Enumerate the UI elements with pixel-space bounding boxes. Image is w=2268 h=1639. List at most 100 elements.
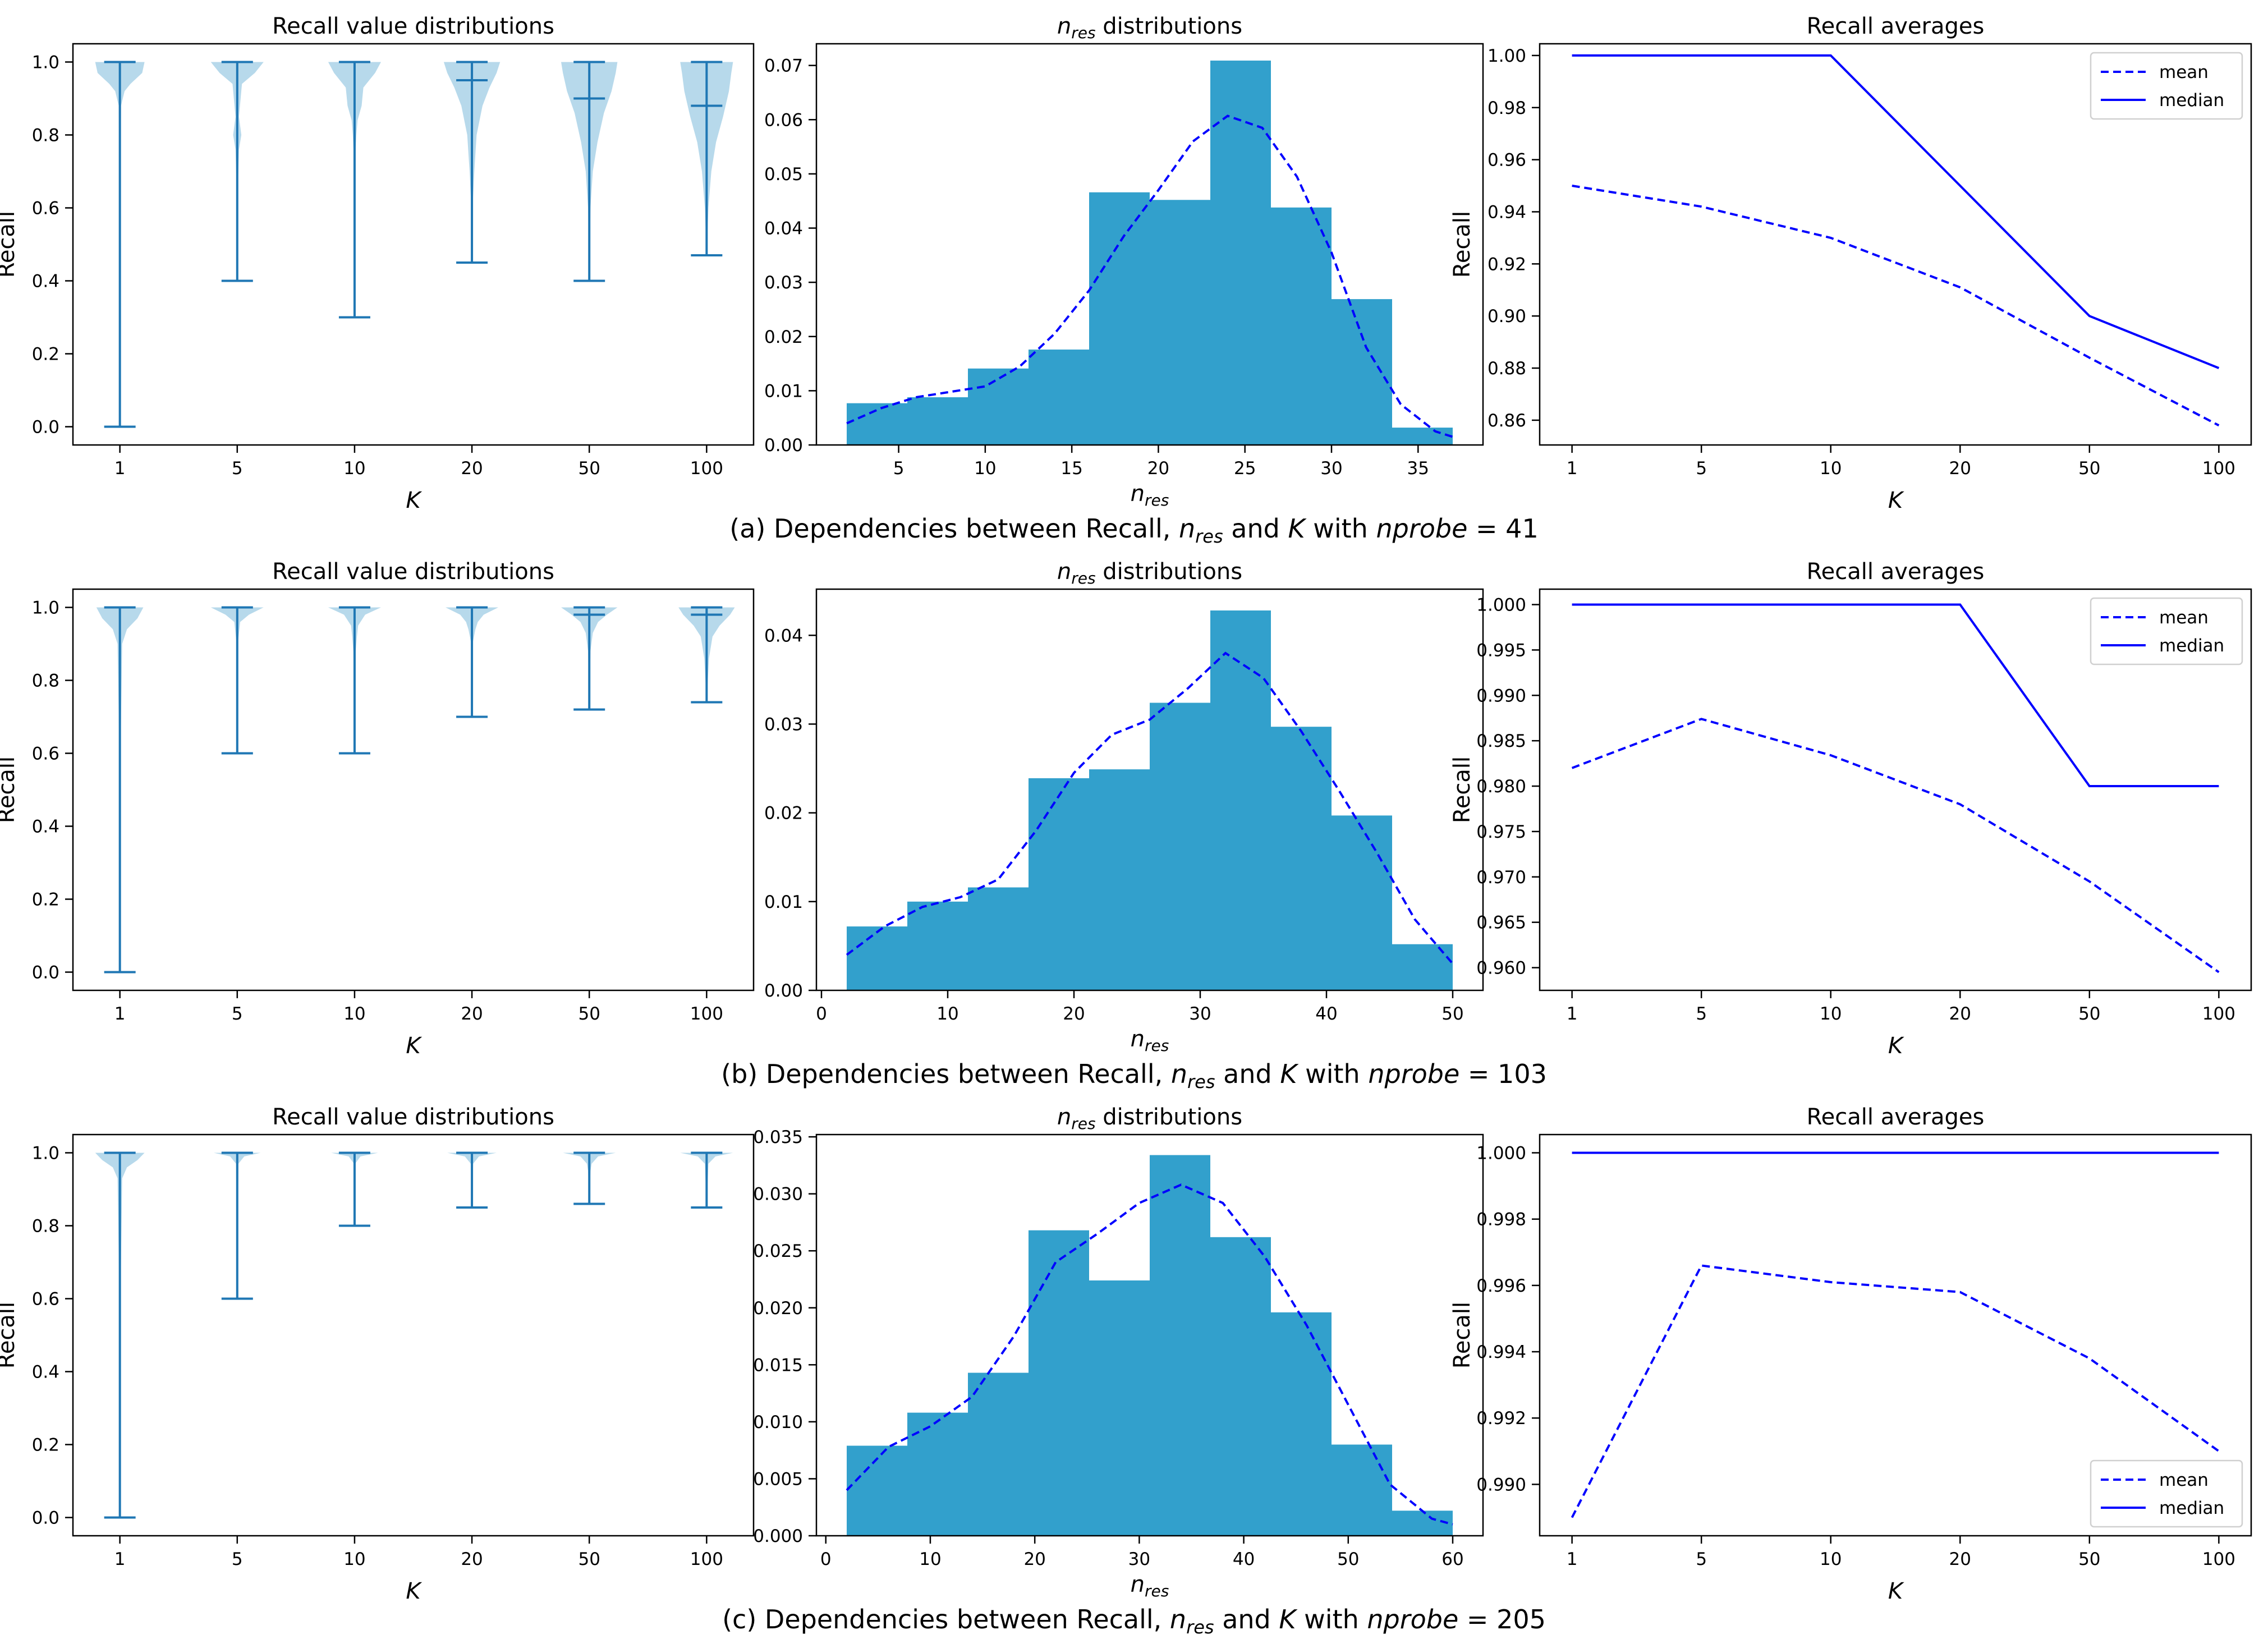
text-part: n [1171, 1059, 1187, 1089]
histogram-bar [968, 1372, 1029, 1536]
averages-y-label: Recall [1449, 756, 1475, 823]
averages-title: Recall averages [1807, 559, 1985, 585]
histogram-x-label: nres [1131, 1572, 1169, 1600]
histogram-bar [1150, 703, 1210, 990]
row-caption: (a) Dependencies between Recall, nres an… [729, 513, 1538, 547]
histogram-x-label: nres [1131, 481, 1169, 509]
averages-plot: 0.960 0.965 0.970 0.975 0.980 0.985 0.990 0.995… [1449, 559, 2252, 1059]
text-part: nprobe [1368, 1059, 1459, 1089]
x-tick-label: 60 [1441, 1549, 1463, 1569]
x-tick-label: 10 [343, 458, 365, 479]
x-tick-label: 20 [1147, 458, 1169, 479]
violin-plot: 0.0 0.2 0.4 0.6 0.8 1.0 1 5 10 20 50 100 Recall valu… [0, 559, 755, 1059]
row-caption: (b) Dependencies between Recall, nres an… [721, 1059, 1547, 1092]
y-tick-label: 1.0 [32, 1144, 59, 1164]
y-tick-label: 0.6 [32, 1289, 59, 1310]
violin-y-label: Recall [0, 756, 20, 823]
legend: mean median [2090, 1459, 2243, 1528]
x-tick-label: 20 [461, 1549, 483, 1569]
y-tick-label: 0.06 [764, 110, 803, 130]
x-tick-label: 30 [1189, 1004, 1211, 1024]
averages-axes-frame [1539, 1133, 2252, 1537]
text-part: n [1057, 559, 1071, 585]
histogram-bar [1332, 815, 1392, 990]
y-tick-label: 0.970 [1476, 867, 1526, 888]
averages-axes-frame [1539, 43, 2252, 446]
averages-axes-frame [1539, 588, 2252, 991]
y-tick-label: 0.8 [32, 671, 59, 691]
x-tick-label: 10 [1820, 1004, 1842, 1024]
y-tick-label: 0.035 [753, 1127, 803, 1147]
histogram-bar [1029, 778, 1089, 990]
y-tick-label: 0.04 [764, 626, 803, 646]
histogram-plot: 0.000 0.005 0.010 0.015 0.020 0.025 0.030 0.035… [753, 1104, 1484, 1600]
x-tick-label: 1 [1567, 1549, 1578, 1569]
y-tick-label: 0.0 [32, 1508, 59, 1528]
histogram-bar [1210, 1237, 1271, 1536]
y-tick-label: 0.0 [32, 417, 59, 438]
histogram-title: nres distributions [1057, 1104, 1242, 1133]
text-part: n [1131, 1026, 1145, 1052]
y-tick-label: 0.005 [753, 1469, 803, 1489]
x-tick-label: 1 [114, 458, 126, 479]
text-part: = 205 [1458, 1604, 1546, 1635]
histogram-x-label: nres [1131, 1026, 1169, 1055]
y-tick-label: 0.6 [32, 744, 59, 764]
legend-mean-label: mean [2159, 1470, 2209, 1490]
y-tick-label: 0.03 [764, 714, 803, 734]
y-tick-label: 0.8 [32, 1216, 59, 1237]
legend: mean median [2090, 597, 2243, 665]
violin-axes-frame [72, 588, 755, 991]
y-tick-label: 0.996 [1476, 1276, 1526, 1296]
x-tick-label: 0 [820, 1549, 832, 1569]
x-tick-label: 10 [936, 1004, 958, 1024]
y-tick-label: 0.965 [1476, 913, 1526, 933]
y-tick-label: 0.04 [764, 219, 803, 239]
y-tick-label: 0.025 [753, 1241, 803, 1261]
text-part: distributions [1096, 1104, 1243, 1130]
x-tick-label: 10 [1820, 458, 1842, 479]
legend-median-label: median [2159, 90, 2224, 111]
legend-median-label: median [2159, 636, 2224, 656]
text-part: res [1186, 1617, 1214, 1638]
histogram-bar [907, 397, 968, 445]
violin-axes-frame [72, 1133, 755, 1537]
histogram-bar [1150, 1155, 1210, 1536]
x-tick-label: 20 [1949, 1549, 1971, 1569]
legend-mean-label: mean [2159, 608, 2209, 628]
y-tick-label: 0.2 [32, 345, 59, 365]
histogram-bar [1392, 1511, 1453, 1536]
x-tick-label: 5 [1696, 458, 1707, 479]
x-tick-label: 50 [578, 1004, 600, 1024]
mean-line [1572, 185, 2220, 426]
y-tick-label: 1.00 [1487, 46, 1526, 66]
x-tick-label: 10 [1820, 1549, 1842, 1569]
y-tick-label: 0.96 [1487, 150, 1526, 171]
violin-y-label: Recall [0, 1302, 20, 1369]
y-tick-label: 0.980 [1476, 777, 1526, 797]
x-tick-label: 100 [2202, 1004, 2235, 1024]
kde-curve [846, 651, 1454, 965]
text-part: n [1057, 1104, 1071, 1130]
y-tick-label: 0.015 [753, 1355, 803, 1375]
x-tick-label: 20 [461, 458, 483, 479]
y-tick-label: 0.4 [32, 272, 59, 292]
histogram-axes-frame [815, 588, 1484, 991]
averages-title: Recall averages [1807, 13, 1985, 39]
histogram-bar [1392, 944, 1453, 990]
text-part: nprobe [1367, 1604, 1458, 1635]
histogram-bar [907, 1412, 968, 1536]
y-tick-label: 0.94 [1487, 202, 1526, 222]
y-tick-label: 0.92 [1487, 254, 1526, 274]
legend-box [2090, 597, 2243, 665]
y-tick-label: 0.98 [1487, 98, 1526, 118]
x-tick-label: 10 [343, 1549, 365, 1569]
x-tick-label: 100 [2202, 458, 2235, 479]
y-tick-label: 0.07 [764, 56, 803, 76]
y-tick-label: 0.00 [764, 435, 803, 456]
text-part: and [1214, 1604, 1279, 1635]
